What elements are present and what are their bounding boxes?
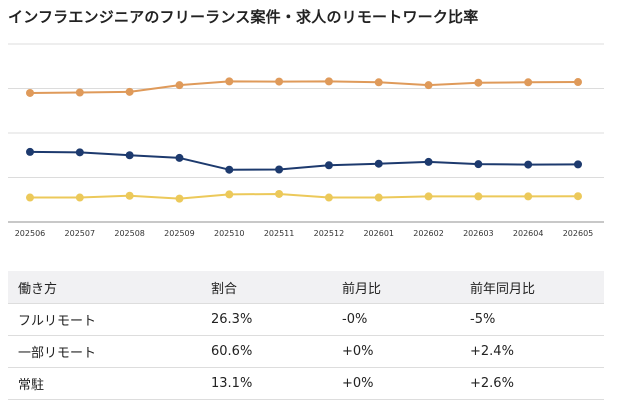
data-point [175,194,184,203]
data-point [26,193,34,202]
chart-title: インフラエンジニアのフリーランス案件・求人のリモートワーク比率 [8,8,479,26]
data-point [524,192,533,201]
cell-yoy: +2.4% [460,335,604,368]
x-tick-label: 202603 [463,229,494,238]
cell-workstyle: 一部リモート [8,335,201,368]
data-point [374,78,383,87]
data-point [275,189,284,198]
series-line [29,80,579,94]
x-tick-label: 202602 [413,229,444,238]
line-chart: 202506 202507 202508 202509 202510 202511 2025… [8,43,604,238]
cell-yoy: -5% [460,303,604,336]
cell-yoy: +2.6% [460,367,604,400]
header-ratio: 割合 [201,271,332,304]
remote-ratio-table: 働き方 割合 前月比 前年同月比 フルリモート 26.3% -0% -5% 一部… [8,271,604,400]
x-tick-label: 202512 [314,229,345,238]
x-tick-label: 202604 [513,229,544,238]
x-tick-label: 202508 [114,229,145,238]
table-row: 常駐 13.1% +0% +2.6% [8,367,604,400]
table-row: 一部リモート 60.6% +0% +2.4% [8,335,604,368]
header-mom: 前月比 [332,271,460,304]
data-point [324,161,333,170]
cell-ratio: 26.3% [201,303,332,336]
data-point [125,191,134,200]
data-point [524,78,533,87]
data-point [574,78,582,87]
data-point [26,88,34,97]
header-workstyle: 働き方 [8,271,201,304]
data-point [424,81,433,90]
x-tick-label: 202510 [214,229,245,238]
cell-ratio: 13.1% [201,367,332,400]
data-point [474,160,483,169]
data-point [474,78,483,87]
data-point [424,157,433,166]
x-tick-label: 202601 [363,229,394,238]
x-tick-label: 202509 [164,229,195,238]
data-point [175,81,184,90]
data-point [374,193,383,202]
data-point [225,77,234,86]
data-point [574,160,582,169]
data-point [75,148,84,157]
x-tick-label: 202605 [563,229,594,238]
data-point [474,192,483,201]
cell-mom: -0% [332,303,460,336]
data-point [374,159,383,168]
data-point [125,151,134,160]
cell-mom: +0% [332,335,460,368]
header-yoy: 前年同月比 [460,271,604,304]
cell-workstyle: 常駐 [8,367,201,400]
table-row: フルリモート 26.3% -0% -5% [8,303,604,336]
data-point [75,193,84,202]
series-line [29,150,579,171]
cell-workstyle: フルリモート [8,303,201,336]
cell-mom: +0% [332,367,460,400]
data-point [324,193,333,202]
x-tick-label: 202511 [264,229,295,238]
cell-ratio: 60.6% [201,335,332,368]
data-point [524,160,533,169]
data-point [225,165,234,174]
data-point [125,87,134,96]
data-point [275,77,284,86]
data-point [324,77,333,86]
data-point [574,192,582,201]
table-header-row: 働き方 割合 前月比 前年同月比 [8,271,604,304]
data-point [26,147,34,156]
data-point [424,192,433,201]
data-point [275,165,284,174]
series-line [30,192,579,200]
data-point [175,153,184,162]
x-tick-label: 202506 [15,229,46,238]
data-point [225,190,234,199]
x-tick-label: 202507 [65,229,96,238]
data-point [75,88,84,97]
